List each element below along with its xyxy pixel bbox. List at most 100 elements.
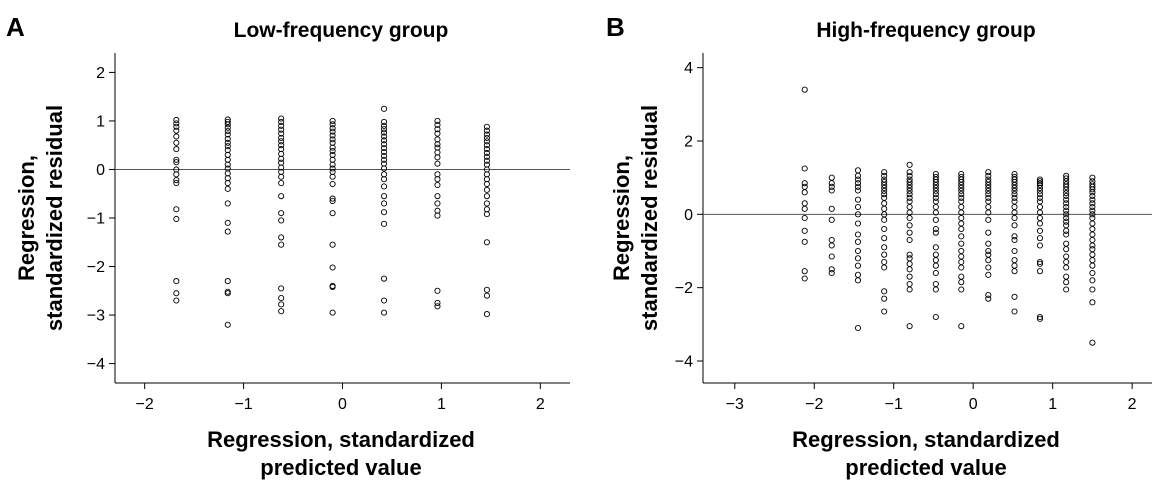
panel-b-data-point xyxy=(958,191,965,198)
panel-b-data-point xyxy=(906,187,913,194)
panel-b-data-point xyxy=(906,184,913,191)
panel-b-data-point xyxy=(1011,257,1018,264)
panel-b-data-point xyxy=(854,211,862,218)
panel-a-data-point xyxy=(278,180,285,187)
panel-b-data-point xyxy=(1036,220,1043,227)
panel-a-data-point xyxy=(434,200,441,207)
panel-b-data-point xyxy=(1089,207,1096,214)
panel-b-data-point xyxy=(932,269,939,277)
panel-a-data-point xyxy=(483,211,490,218)
panel-b-data-point xyxy=(958,194,965,201)
panel-b-data-point xyxy=(801,227,808,234)
panel-b-xlabel-line-1: Regression, standardized xyxy=(792,427,1060,452)
panel-b-data-point xyxy=(1063,192,1070,200)
panel-a-data-point xyxy=(278,241,285,248)
panel-b-data-point xyxy=(932,179,939,186)
panel-b-data-point xyxy=(1089,196,1096,203)
panel-b-data-point xyxy=(1063,240,1070,247)
panel-b-data-point xyxy=(932,280,939,288)
panel-b-data-point xyxy=(932,191,939,198)
panel-a-data-point xyxy=(173,116,180,124)
panel-a-data-point xyxy=(173,290,180,297)
panel-b-data-point xyxy=(828,266,835,273)
panel-b-data-point xyxy=(1089,251,1096,258)
panel-b-data-point xyxy=(801,183,808,190)
panel-a-data-point xyxy=(483,193,490,200)
panel-a-data-point xyxy=(434,154,441,161)
panel-a-data-point xyxy=(329,309,336,316)
panel-b-data-point xyxy=(881,169,888,176)
panel-b-data-point xyxy=(906,191,913,198)
panel-b-ticks: −4 −2 0 2 4 −3 −2 −1 0 1 2 xyxy=(675,60,1137,413)
panel-b-data-point xyxy=(906,229,913,236)
panel-a-data-point xyxy=(173,297,180,304)
panel-b-data-point xyxy=(881,258,888,266)
panel-a-xtick-label: 2 xyxy=(536,396,545,413)
panel-b-data-point xyxy=(932,286,939,293)
panel-a-data-point xyxy=(483,138,490,145)
panel-b-data-point xyxy=(1036,191,1043,198)
panel-a-letter: A xyxy=(6,12,25,42)
panel-b-data-point xyxy=(801,189,808,196)
panel-a-data-point xyxy=(434,141,441,148)
panel-b-xtick-label: 0 xyxy=(969,396,978,413)
panel-a-data-point xyxy=(434,160,441,167)
panel-b-ytick-label: 4 xyxy=(684,60,693,77)
panel-a-data-point xyxy=(329,195,336,202)
panel-a-data-point xyxy=(278,285,285,292)
panel-b-data-point xyxy=(932,216,939,223)
panel-b-data-point xyxy=(881,244,888,251)
panel-b-data-point xyxy=(1036,198,1043,205)
panel-b-data-point xyxy=(958,258,965,266)
panel-b-data-point xyxy=(985,184,992,191)
panel-a-data-point xyxy=(380,148,388,156)
panel-a-data-point xyxy=(483,149,490,157)
panel-b-data-point xyxy=(1063,203,1070,211)
panel-b-ytick-label: −2 xyxy=(675,280,693,297)
panel-b-data-point xyxy=(958,203,965,211)
panel-a-data-point xyxy=(173,139,180,146)
panel-a-data-point xyxy=(278,138,285,145)
panel-a-data-point xyxy=(173,215,180,223)
panel-a-data-point xyxy=(329,132,336,139)
panel-b-data-point xyxy=(906,161,913,168)
panel-b-letter: B xyxy=(606,12,625,42)
panel-b-data-point xyxy=(932,194,939,201)
panel-b-data-point xyxy=(1063,273,1070,280)
panel-a-data-point xyxy=(278,134,285,141)
panel-a-data-point xyxy=(380,209,388,216)
panel-b-data-point xyxy=(1063,279,1070,286)
panel-a-data-point xyxy=(483,134,490,141)
panel-a-data-point xyxy=(224,219,231,226)
panel-b-data-point xyxy=(854,196,862,203)
panel-a-data-point xyxy=(434,299,441,306)
panel-b-data-point xyxy=(1089,174,1096,181)
panel-a-ylabel-line-1: Regression, xyxy=(14,155,39,281)
panel-a-data-point xyxy=(329,165,336,172)
panel-b-title: High-frequency group xyxy=(816,19,1035,42)
panel-b-data-point xyxy=(985,209,992,216)
panel-a-data-point xyxy=(483,292,490,299)
panel-b-data-point xyxy=(1063,264,1070,271)
panel-a-data-point xyxy=(483,146,490,153)
panel-a-axes xyxy=(114,53,570,384)
panel-a-data-point xyxy=(224,200,231,207)
panel-b-data-point xyxy=(985,251,992,258)
panel-b-xtick-label: −1 xyxy=(885,396,903,413)
panel-b-ytick-label: 2 xyxy=(684,134,693,151)
panel-a-data-point xyxy=(278,295,285,302)
panel-b-data-point xyxy=(854,183,862,190)
panel-b-data-point xyxy=(801,205,808,212)
panel-a-data-point xyxy=(173,127,180,134)
panel-b-data-point xyxy=(985,291,992,299)
panel-a-xtick-label: −2 xyxy=(136,396,154,413)
panel-b-data-point xyxy=(1036,194,1043,201)
panel-a-data-point xyxy=(329,117,336,124)
panel-b-data-point xyxy=(1063,227,1070,234)
panel-b-data-point xyxy=(1036,203,1043,211)
panel-b-data-point xyxy=(906,251,913,258)
panel-b-data-point xyxy=(854,255,862,262)
panel-b-data-point xyxy=(985,191,992,198)
panel-a-data-point xyxy=(434,126,441,133)
